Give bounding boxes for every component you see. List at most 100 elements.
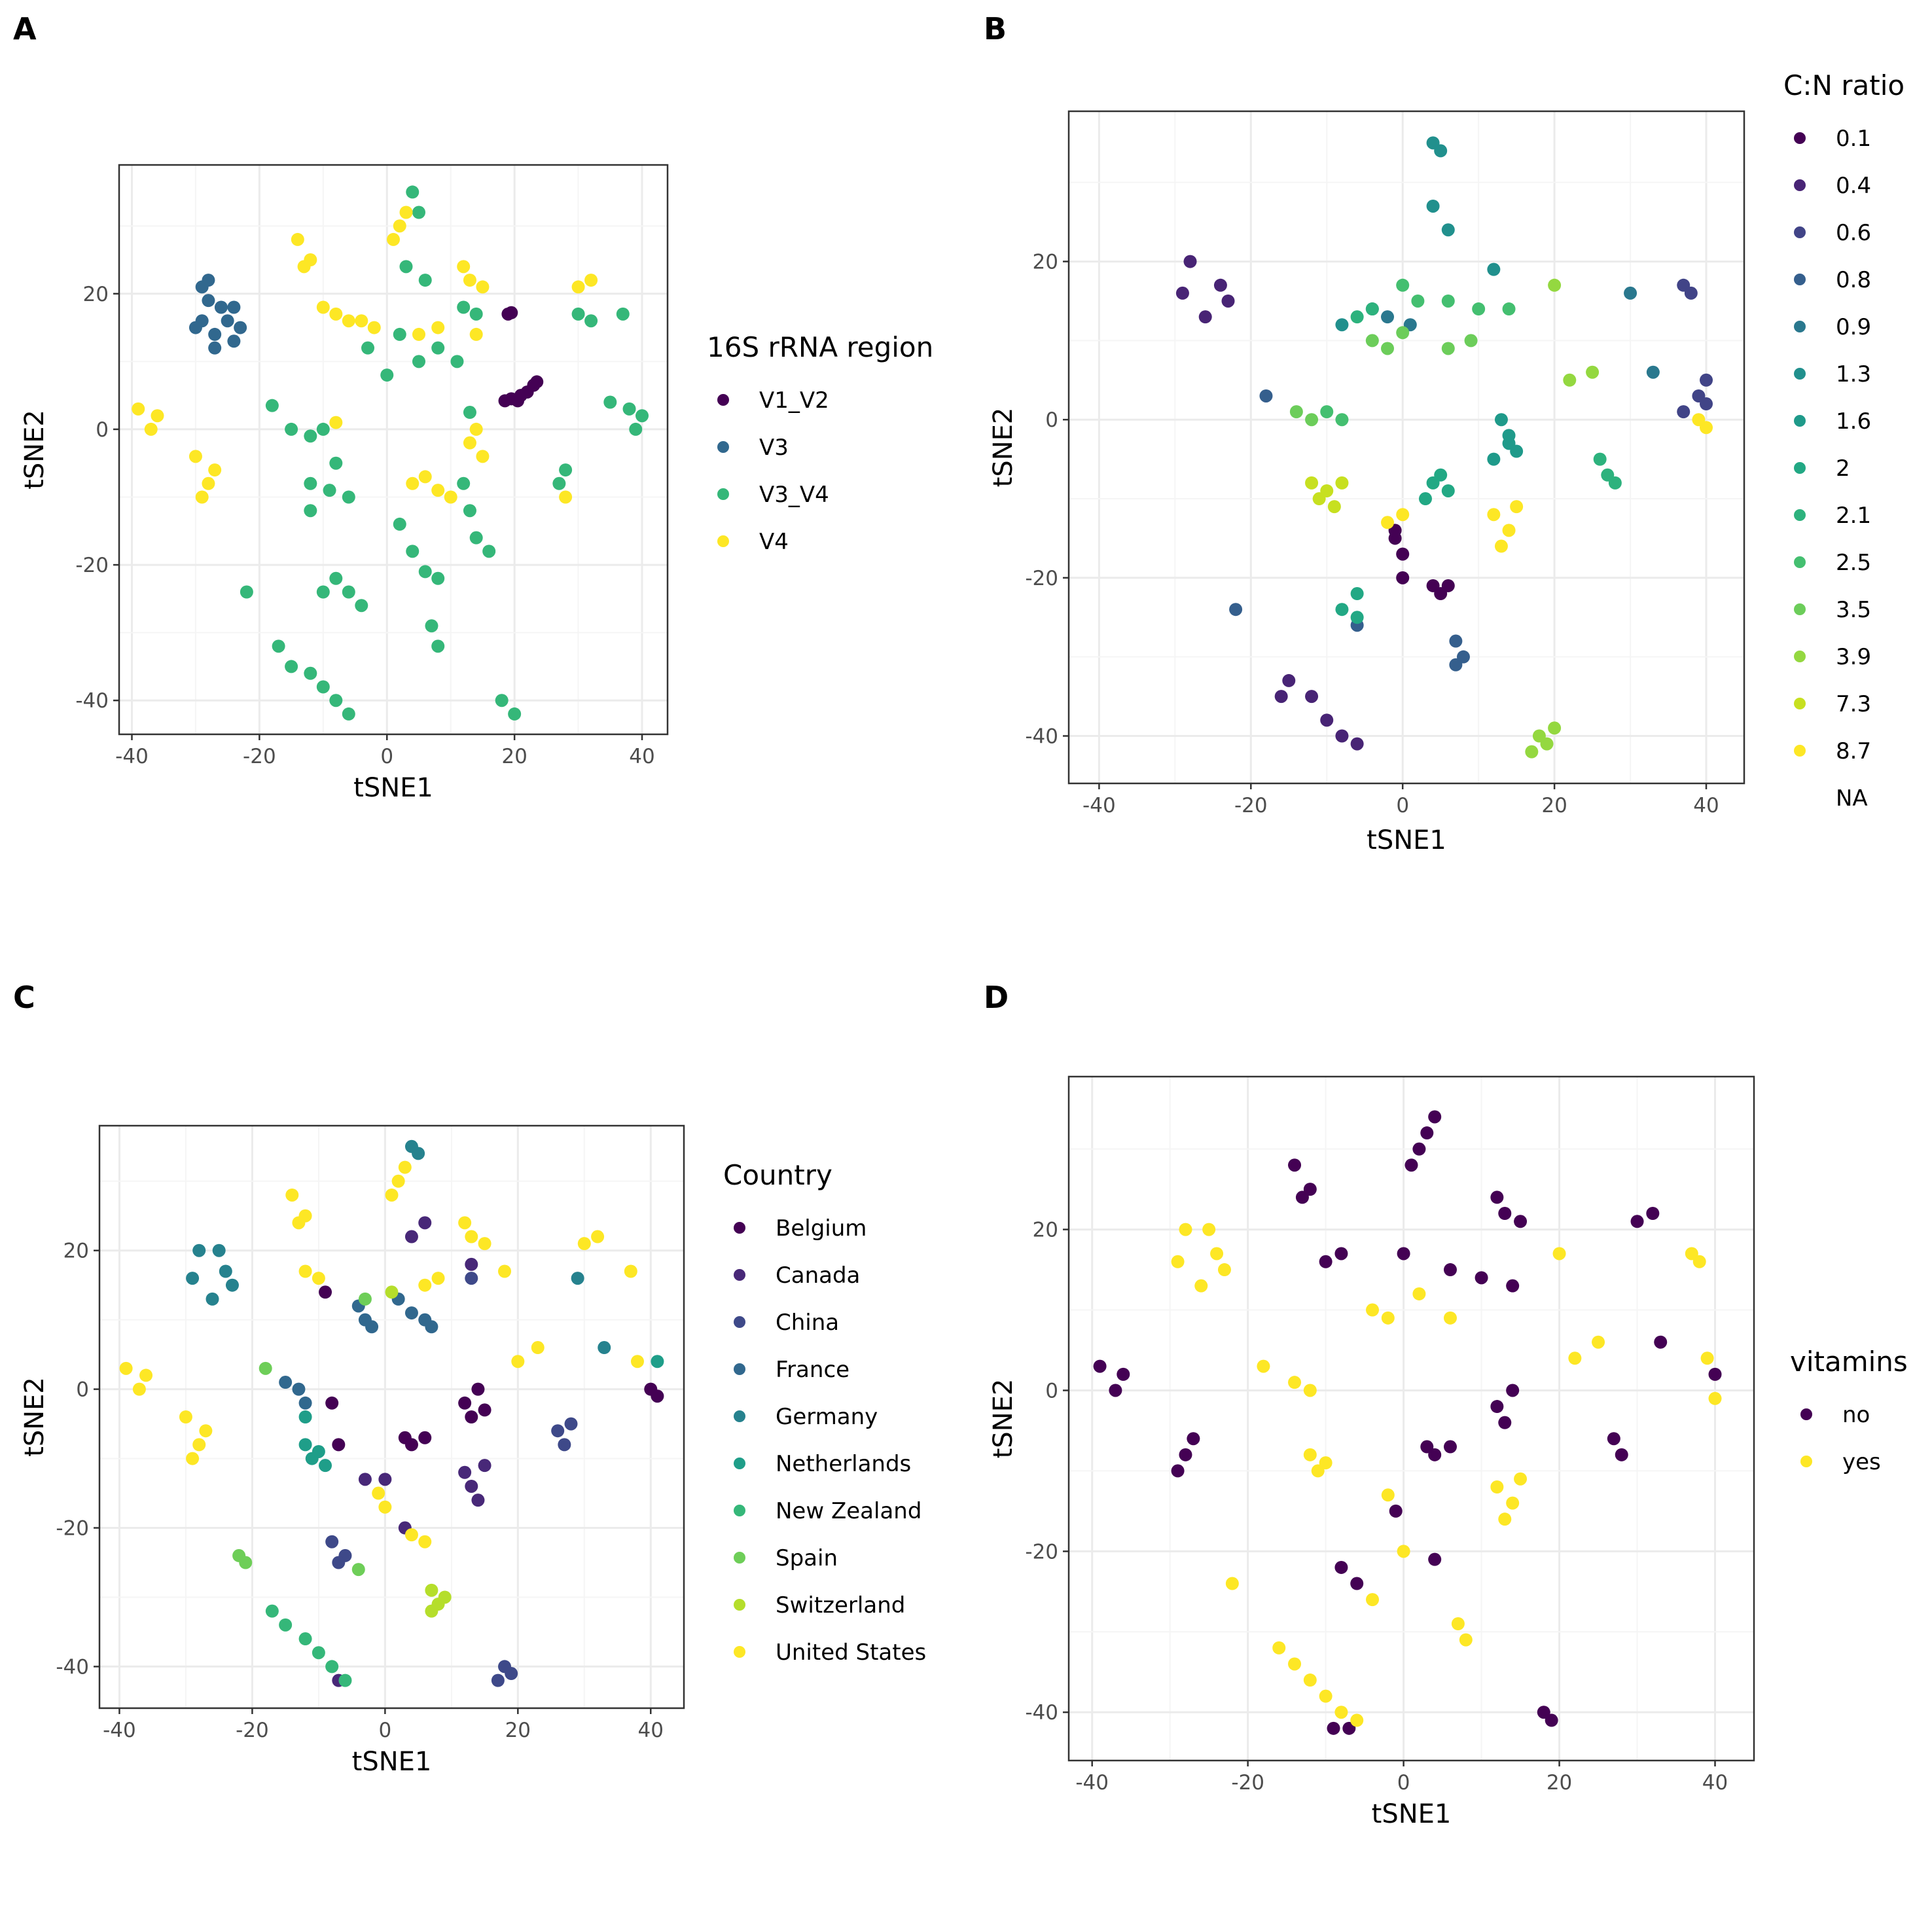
data-point: [431, 321, 445, 334]
data-point: [297, 260, 311, 274]
data-point: [1396, 571, 1410, 584]
data-point: [1381, 1311, 1395, 1325]
data-point: [329, 416, 343, 429]
legend-label: V3: [759, 435, 789, 461]
data-point: [1334, 1247, 1348, 1261]
data-point: [1502, 302, 1516, 316]
y-tick-label: 20: [1033, 1219, 1058, 1242]
data-point: [1311, 1464, 1325, 1478]
data-point: [329, 456, 343, 470]
data-point: [457, 300, 471, 314]
data-point: [186, 1272, 200, 1285]
legend-title: C:N ratio: [1783, 69, 1905, 101]
data-point: [225, 1278, 239, 1292]
data-point: [1305, 413, 1319, 427]
legend-label: 2.1: [1836, 503, 1871, 529]
data-point: [478, 1237, 492, 1251]
legend-label: France: [776, 1357, 850, 1383]
panel-b: B -40 -20 0 20 40 -40 -20 0 20 tSNE1 tSNE2 C:N ratio…: [984, 11, 1905, 855]
data-point: [406, 545, 420, 558]
legend-label: 7.3: [1836, 691, 1871, 717]
data-point: [1179, 1448, 1192, 1461]
data-point: [1490, 1480, 1504, 1494]
legend-swatch: [717, 488, 729, 500]
data-point: [298, 1410, 312, 1423]
data-point: [1221, 294, 1235, 308]
data-point: [358, 1292, 372, 1306]
legend-swatch: [717, 394, 729, 406]
y-axis-title: tSNE2: [20, 1377, 50, 1457]
legend-swatch: [734, 1222, 745, 1234]
data-point: [332, 1556, 346, 1569]
data-point: [1229, 603, 1243, 617]
data-point: [431, 1272, 445, 1285]
data-point: [471, 1382, 485, 1396]
data-point: [378, 1473, 392, 1486]
data-point: [1700, 1351, 1714, 1365]
data-point: [1305, 476, 1319, 490]
data-point: [404, 1528, 418, 1542]
data-point: [192, 1243, 206, 1257]
data-point: [1366, 1593, 1380, 1607]
data-point: [450, 355, 464, 368]
data-point: [206, 1292, 219, 1306]
data-point: [1350, 1577, 1364, 1590]
data-point: [342, 314, 355, 328]
data-point: [491, 1673, 505, 1687]
data-point: [1510, 500, 1524, 514]
data-point: [418, 565, 432, 579]
data-point: [285, 422, 298, 436]
data-point: [1365, 334, 1379, 348]
legend-label: 3.9: [1836, 644, 1871, 670]
x-tick-label: 40: [638, 1719, 664, 1742]
legend-label: 0.9: [1836, 314, 1871, 340]
data-point: [418, 274, 432, 287]
data-point: [399, 206, 413, 219]
data-point: [1677, 405, 1690, 419]
data-point: [1412, 1142, 1426, 1156]
data-point: [412, 206, 425, 219]
data-point: [463, 274, 476, 287]
data-point: [1327, 1721, 1340, 1735]
data-point: [418, 1216, 432, 1230]
y-tick-label: 0: [96, 418, 109, 442]
panel-a: A -40 -20 0 20 40 -40 -20 0 20 tSNE1 tSNE2 16S rRNA …: [13, 11, 933, 803]
data-point: [1303, 1673, 1317, 1687]
data-point: [132, 402, 145, 416]
y-tick-label: -20: [1025, 567, 1058, 590]
data-point: [458, 1465, 472, 1479]
legend-label: V3_V4: [759, 482, 829, 508]
data-point: [558, 1438, 571, 1452]
data-point: [1428, 1448, 1442, 1461]
data-point: [1305, 690, 1319, 704]
legend: C:N ratio 0.1 0.4 0.6 0.8 0.9 1.3 1.6 2 2.1 2.5 3.5…: [1783, 69, 1905, 812]
data-point: [1441, 223, 1455, 237]
data-point: [1498, 1416, 1512, 1429]
data-point: [418, 470, 432, 484]
y-tick-label: 0: [1045, 408, 1058, 432]
data-point: [1487, 452, 1501, 466]
data-point: [505, 1667, 518, 1681]
data-point: [208, 327, 222, 341]
data-point: [298, 1438, 312, 1452]
data-point: [1428, 1110, 1442, 1124]
data-point: [1109, 1384, 1122, 1397]
data-point: [476, 450, 490, 463]
legend-swatch: [734, 1646, 745, 1658]
panel-border: [1067, 1075, 1755, 1762]
data-point: [1274, 690, 1288, 704]
data-point: [1365, 302, 1379, 316]
legend-swatch: [1800, 1456, 1812, 1467]
data-point: [1441, 484, 1455, 497]
data-point: [325, 1396, 339, 1410]
data-point: [1288, 1376, 1302, 1389]
data-point: [361, 341, 375, 355]
data-point: [316, 680, 330, 694]
data-point: [367, 321, 381, 334]
data-point: [119, 1361, 133, 1375]
data-point: [438, 1590, 452, 1604]
data-point: [622, 402, 636, 416]
data-point: [1210, 1247, 1224, 1261]
data-point: [418, 1431, 432, 1444]
data-point: [458, 1216, 472, 1230]
